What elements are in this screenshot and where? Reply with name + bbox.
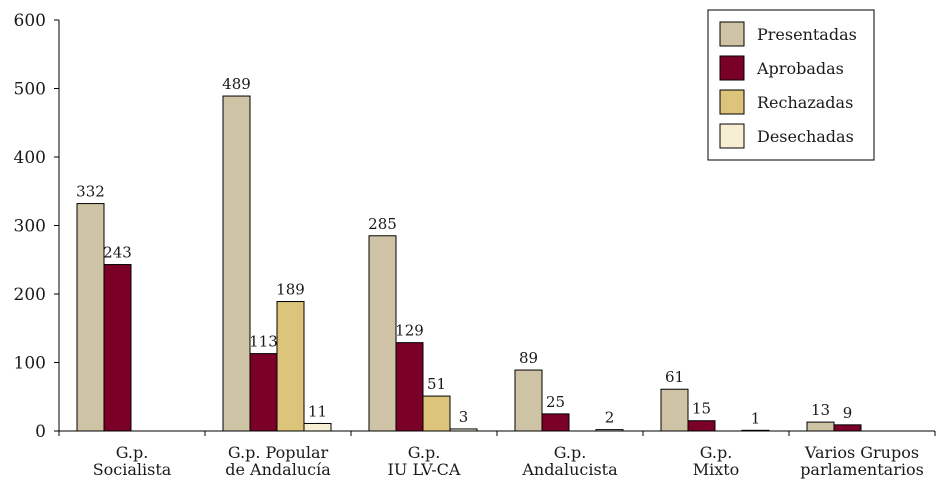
data-label: 9 xyxy=(843,404,853,422)
bar-rechazadas xyxy=(422,395,451,432)
bar-presentadas xyxy=(514,369,543,432)
y-tick-label: 600 xyxy=(14,11,46,31)
bar-aprobadas xyxy=(833,424,862,432)
legend-label: Desechadas xyxy=(757,127,854,146)
y-tick-label: 100 xyxy=(14,354,46,374)
data-label: 243 xyxy=(103,244,132,262)
legend-label: Aprobadas xyxy=(756,59,844,78)
x-category-label-line: IU LV-CA xyxy=(388,460,461,479)
bar-aprobadas xyxy=(395,342,424,432)
x-category-label-line: parlamentarios xyxy=(800,460,924,479)
data-label: 25 xyxy=(546,393,565,411)
data-label: 129 xyxy=(395,322,424,340)
bar-desechadas xyxy=(303,422,332,432)
x-category-label-line: Andalucista xyxy=(521,460,618,479)
x-category-label: Varios Grupos parlamentarios xyxy=(800,443,924,479)
legend-swatch-rechazadas xyxy=(719,89,745,115)
bar-aprobadas xyxy=(687,420,716,432)
legend-label: Presentadas xyxy=(757,25,857,44)
legend-swatch-aprobadas xyxy=(719,55,745,81)
data-label: 285 xyxy=(368,215,397,233)
data-label: 89 xyxy=(519,349,538,367)
bars xyxy=(76,95,862,432)
bar-aprobadas xyxy=(541,413,570,432)
legend-label: Rechazadas xyxy=(757,93,853,112)
data-label: 189 xyxy=(276,281,305,299)
bar-rechazadas xyxy=(276,301,305,432)
y-tick-label: 400 xyxy=(14,148,46,168)
x-category-label-line: de Andalucía xyxy=(225,460,331,479)
x-category-label-line: Mixto xyxy=(693,460,740,479)
y-tick-label: 300 xyxy=(14,217,46,237)
x-category-label: G.p. IU LV-CA xyxy=(388,443,461,479)
y-tick-label: 200 xyxy=(14,285,46,305)
x-category-label-line: Varios Grupos xyxy=(804,443,919,462)
bar-presentadas xyxy=(76,203,105,432)
x-category-label: G.p. Popular de Andalucía xyxy=(225,443,331,479)
data-label: 51 xyxy=(427,375,446,393)
bar-desechadas xyxy=(449,428,478,432)
data-label: 61 xyxy=(665,368,684,386)
legend: Presentadas Aprobadas Rechazadas Desechadas xyxy=(707,9,875,161)
data-label: 3 xyxy=(459,408,469,426)
data-label: 489 xyxy=(222,75,251,93)
bar-presentadas xyxy=(806,421,835,432)
bar-aprobadas xyxy=(103,264,132,432)
data-label: 13 xyxy=(811,401,830,419)
x-category-label-line: G.p. xyxy=(554,443,587,462)
y-tick-label: 500 xyxy=(14,80,46,100)
x-category-label: G.p. Socialista xyxy=(93,443,172,479)
data-label: 15 xyxy=(692,400,711,418)
legend-swatch-presentadas xyxy=(719,21,745,47)
y-axis: 0 100 200 300 400 500 600 xyxy=(14,11,60,442)
bar-aprobadas xyxy=(249,353,278,432)
data-label: 113 xyxy=(249,333,278,351)
data-label: 2 xyxy=(605,409,615,427)
bar-presentadas xyxy=(660,388,689,432)
bar-presentadas xyxy=(222,95,251,432)
x-category-label: G.p. Mixto xyxy=(693,443,740,479)
x-category-label-line: G.p. xyxy=(116,443,149,462)
x-category-label-line: G.p. Popular xyxy=(228,443,329,462)
x-category-label-line: G.p. xyxy=(408,443,441,462)
y-tick-label: 0 xyxy=(35,422,46,442)
bar-desechadas xyxy=(595,429,624,432)
x-category-label: G.p. Andalucista xyxy=(521,443,618,479)
data-label: 11 xyxy=(308,402,327,420)
x-category-label-line: Socialista xyxy=(93,460,172,479)
bar-presentadas xyxy=(368,235,397,432)
bar-desechadas xyxy=(741,429,770,432)
x-category-label-line: G.p. xyxy=(700,443,733,462)
data-label: 332 xyxy=(76,183,105,201)
data-label: 1 xyxy=(751,409,761,427)
legend-swatch-desechadas xyxy=(719,123,745,149)
